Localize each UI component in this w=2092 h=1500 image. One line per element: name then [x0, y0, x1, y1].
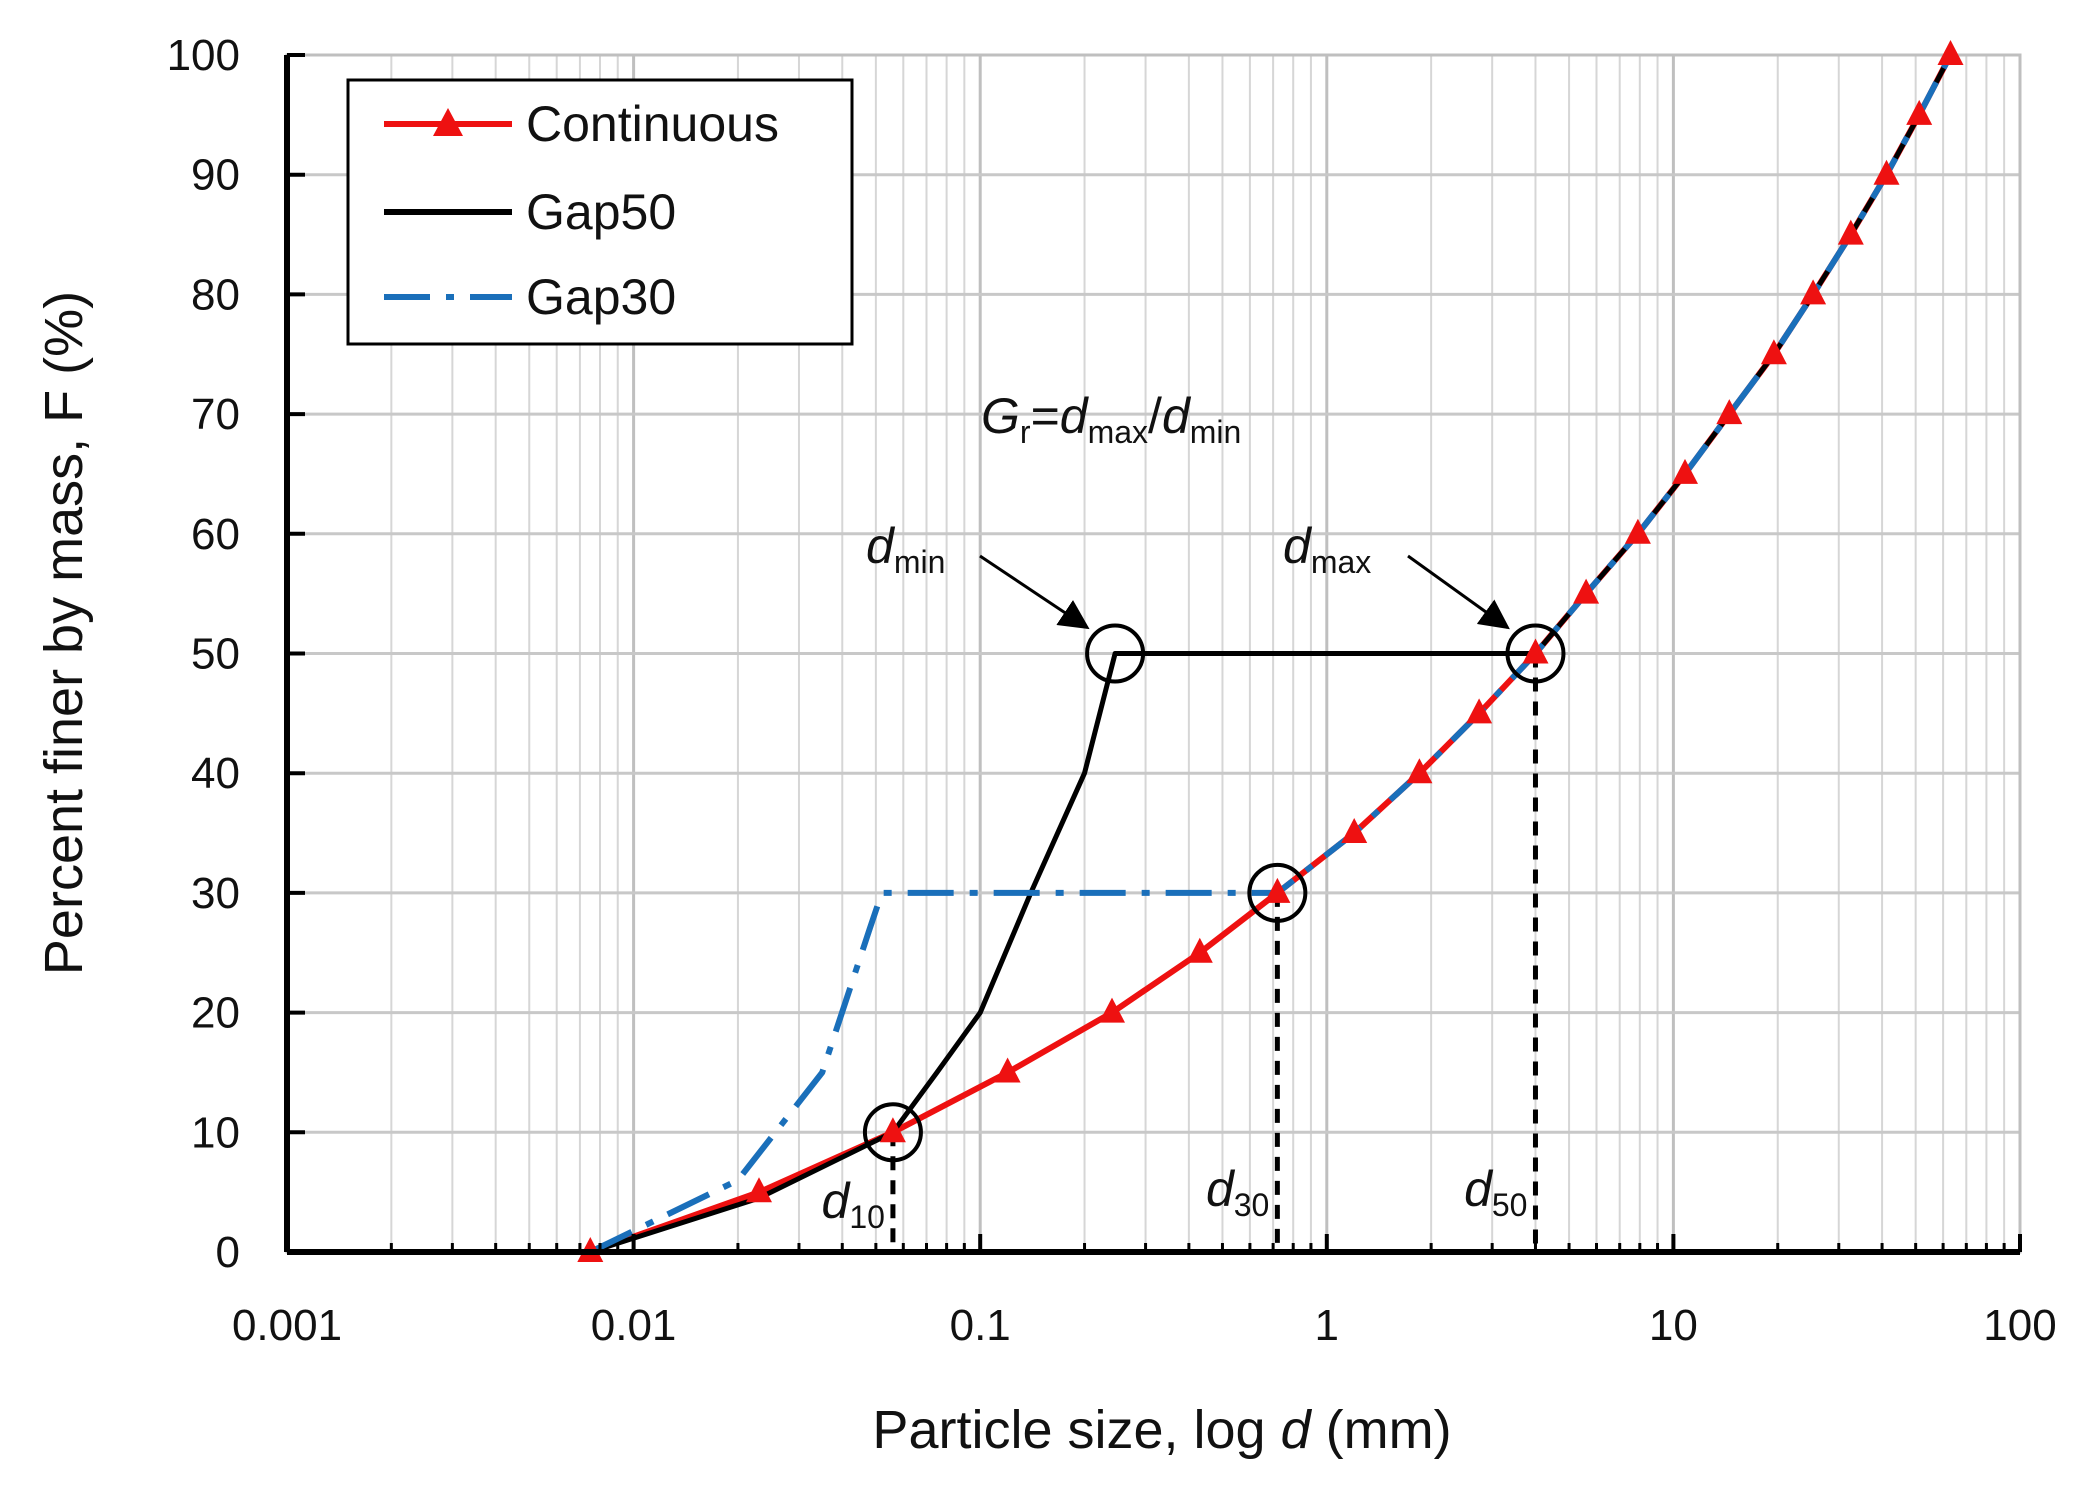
continuous-data-point — [1099, 997, 1125, 1023]
continuous-data-point — [1937, 40, 1964, 65]
y-tick-label: 10 — [191, 1108, 240, 1157]
x-ticks: 0.001 0.01 0.1 1 10 100 — [232, 1234, 2057, 1350]
x-tick-label: 10 — [1649, 1301, 1698, 1350]
x-axis-title-prefix: Particle size, log — [872, 1400, 1280, 1460]
continuous-data-point — [1672, 458, 1698, 484]
continuous-data-point — [994, 1057, 1021, 1083]
continuous-data-point — [1522, 638, 1549, 664]
d10-circle — [862, 1102, 923, 1163]
y-tick-label: 100 — [167, 31, 240, 80]
x-tick-label: 0.001 — [232, 1301, 342, 1350]
continuous-data-point — [1800, 279, 1827, 305]
x-tick-label: 0.1 — [950, 1301, 1011, 1350]
legend-marker-continuous — [433, 108, 463, 136]
formula-min: min — [1190, 414, 1242, 450]
d-max-circle — [1505, 623, 1566, 684]
y-tick-label: 20 — [191, 989, 240, 1038]
x-axis-title-suffix: (mm) — [1311, 1400, 1452, 1460]
continuous-data-point — [1466, 698, 1493, 724]
continuous-data-point — [1837, 219, 1864, 245]
continuous-data-point — [1186, 937, 1213, 963]
d30-circle — [1247, 862, 1308, 923]
dmax-arrow — [1407, 554, 1510, 630]
dmax-label: dmax — [1283, 518, 1371, 580]
dmin-label-sub: min — [894, 544, 946, 580]
d10-label: d10 — [822, 1173, 885, 1235]
axes: 0.001 0.01 0.1 1 10 100 0 10 20 30 40 50 60 70 80 90 10… — [167, 31, 2057, 1350]
y-tick-label: 90 — [191, 151, 240, 200]
continuous-data-point — [1341, 818, 1368, 843]
continuous-data-point — [879, 1117, 906, 1143]
d30-label-sub: 30 — [1234, 1187, 1270, 1223]
legend-label-continuous: Continuous — [526, 96, 779, 152]
d50-label-d: d — [1464, 1161, 1494, 1217]
continuous-data-point — [1264, 877, 1291, 903]
x-tick-label: 100 — [1983, 1301, 2056, 1350]
y-tick-label: 50 — [191, 630, 240, 679]
formula-d2: d — [1162, 388, 1192, 444]
d10-label-sub: 10 — [849, 1199, 885, 1235]
reference-lines — [890, 653, 1538, 1252]
y-tick-label: 40 — [191, 749, 240, 798]
dmin-label-d: d — [866, 518, 896, 574]
formula-G: G — [981, 388, 1020, 444]
x-axis-title: Particle size, log d (mm) — [872, 1400, 1451, 1460]
y-tick-label: 80 — [191, 270, 240, 319]
d10-label-d: d — [822, 1173, 852, 1229]
x-tick-label: 1 — [1315, 1301, 1339, 1350]
continuous-data-point — [1873, 159, 1900, 185]
y-axis-title: Percent finer by mass, F (%) — [34, 291, 94, 975]
continuous-data-point — [1716, 399, 1743, 425]
x-tick-label: 0.01 — [591, 1301, 677, 1350]
continuous-data-point — [1760, 339, 1787, 365]
dmin-label: dmin — [866, 518, 945, 580]
formula-d1: d — [1060, 388, 1090, 444]
d50-label-sub: 50 — [1492, 1187, 1528, 1223]
continuous-data-point — [1624, 518, 1651, 544]
formula-slash: / — [1148, 388, 1162, 444]
continuous-data-point — [1573, 578, 1600, 604]
dmax-label-sub: max — [1311, 544, 1371, 580]
legend: Continuous Gap50 Gap30 — [346, 78, 854, 346]
d30-label: d30 — [1206, 1161, 1269, 1223]
d50-label: d50 — [1464, 1161, 1527, 1223]
d-min-circle — [1085, 623, 1146, 684]
y-tick-label: 60 — [191, 510, 240, 559]
y-tick-label: 30 — [191, 869, 240, 918]
formula-max: max — [1088, 414, 1148, 450]
formula-r: r — [1020, 414, 1031, 450]
circle-layer — [862, 623, 1566, 1163]
y-tick-label: 70 — [191, 390, 240, 439]
continuous-data-point — [1406, 758, 1433, 784]
legend-label-gap50: Gap50 — [526, 184, 676, 240]
legend-label-gap30: Gap30 — [526, 269, 676, 325]
d30-label-d: d — [1206, 1161, 1236, 1217]
continuous-data-point — [1906, 99, 1933, 125]
dmin-arrow — [979, 554, 1090, 630]
continuous-data-point — [746, 1177, 772, 1203]
formula-eq: = — [1031, 388, 1060, 444]
y-tick-label: 0 — [216, 1228, 240, 1277]
gap-ratio-formula: Gr=dmax/dmin — [981, 388, 1241, 450]
y-ticks: 0 10 20 30 40 50 60 70 80 90 100 — [167, 31, 305, 1277]
marker-layer — [577, 40, 1964, 1262]
dmax-label-d: d — [1283, 518, 1313, 574]
x-axis-title-italic: d — [1281, 1400, 1313, 1460]
